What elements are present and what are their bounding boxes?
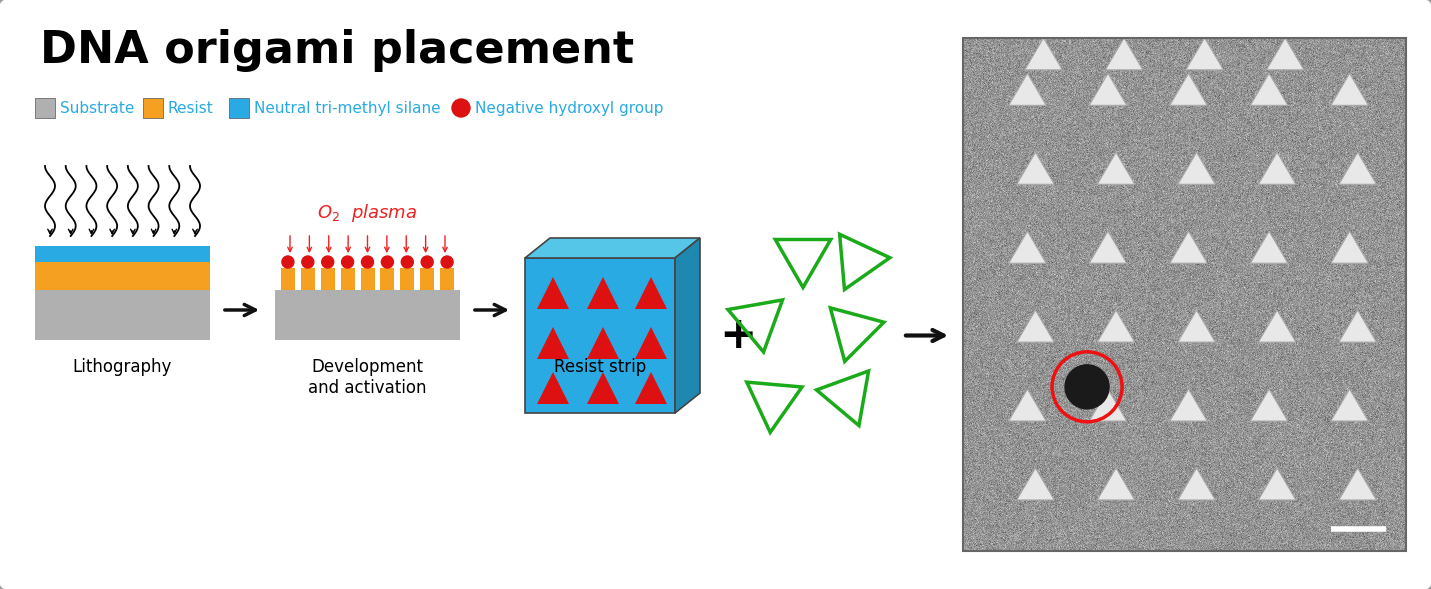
- Polygon shape: [1186, 38, 1224, 70]
- Polygon shape: [1025, 38, 1062, 70]
- FancyBboxPatch shape: [421, 268, 434, 290]
- Text: Development
and activation: Development and activation: [308, 358, 426, 397]
- Polygon shape: [1017, 468, 1055, 500]
- Circle shape: [452, 99, 469, 117]
- Polygon shape: [635, 372, 667, 404]
- Polygon shape: [1331, 389, 1368, 421]
- Circle shape: [401, 256, 414, 268]
- Circle shape: [362, 256, 373, 268]
- Circle shape: [302, 256, 313, 268]
- Polygon shape: [1339, 468, 1377, 500]
- FancyBboxPatch shape: [229, 98, 249, 118]
- Polygon shape: [1017, 310, 1055, 342]
- Polygon shape: [1089, 74, 1126, 105]
- FancyBboxPatch shape: [301, 268, 315, 290]
- Polygon shape: [537, 277, 570, 309]
- Text: Substrate: Substrate: [60, 101, 135, 115]
- Circle shape: [1065, 365, 1109, 409]
- Polygon shape: [1009, 231, 1046, 263]
- Text: Negative hydroxyl group: Negative hydroxyl group: [475, 101, 664, 115]
- Circle shape: [282, 256, 293, 268]
- Text: Resist strip: Resist strip: [554, 358, 647, 376]
- Polygon shape: [587, 372, 620, 404]
- FancyBboxPatch shape: [34, 98, 54, 118]
- Polygon shape: [1098, 310, 1135, 342]
- Circle shape: [441, 256, 454, 268]
- Polygon shape: [635, 277, 667, 309]
- FancyBboxPatch shape: [34, 290, 210, 340]
- FancyBboxPatch shape: [341, 268, 355, 290]
- FancyBboxPatch shape: [34, 246, 210, 262]
- Polygon shape: [1258, 153, 1296, 184]
- Polygon shape: [1098, 468, 1135, 500]
- FancyBboxPatch shape: [34, 262, 210, 290]
- FancyBboxPatch shape: [381, 268, 395, 290]
- FancyBboxPatch shape: [361, 268, 375, 290]
- Polygon shape: [1009, 74, 1046, 105]
- FancyBboxPatch shape: [275, 290, 459, 340]
- Polygon shape: [675, 238, 700, 413]
- Text: $O_2$  plasma: $O_2$ plasma: [318, 202, 418, 224]
- Polygon shape: [537, 327, 570, 359]
- Polygon shape: [1169, 389, 1208, 421]
- Polygon shape: [1098, 153, 1135, 184]
- Circle shape: [382, 256, 394, 268]
- Polygon shape: [525, 258, 675, 413]
- Polygon shape: [1178, 310, 1215, 342]
- Polygon shape: [1009, 389, 1046, 421]
- Polygon shape: [587, 277, 620, 309]
- Polygon shape: [1105, 38, 1143, 70]
- Polygon shape: [1331, 74, 1368, 105]
- FancyBboxPatch shape: [280, 268, 295, 290]
- Polygon shape: [537, 372, 570, 404]
- Polygon shape: [1266, 38, 1304, 70]
- Polygon shape: [1339, 310, 1377, 342]
- Polygon shape: [1251, 74, 1288, 105]
- Circle shape: [342, 256, 353, 268]
- Polygon shape: [635, 327, 667, 359]
- FancyBboxPatch shape: [143, 98, 163, 118]
- FancyBboxPatch shape: [321, 268, 335, 290]
- Polygon shape: [1089, 389, 1126, 421]
- Text: Lithography: Lithography: [73, 358, 172, 376]
- Polygon shape: [1339, 153, 1377, 184]
- Polygon shape: [1169, 74, 1208, 105]
- Polygon shape: [1169, 231, 1208, 263]
- Polygon shape: [1089, 231, 1126, 263]
- FancyBboxPatch shape: [401, 268, 415, 290]
- Polygon shape: [1258, 310, 1296, 342]
- Polygon shape: [1251, 389, 1288, 421]
- Polygon shape: [1251, 231, 1288, 263]
- Circle shape: [322, 256, 333, 268]
- Polygon shape: [1017, 153, 1055, 184]
- Polygon shape: [1178, 153, 1215, 184]
- FancyBboxPatch shape: [441, 268, 454, 290]
- Text: Neutral tri-methyl silane: Neutral tri-methyl silane: [253, 101, 441, 115]
- Text: DNA origami placement: DNA origami placement: [40, 29, 634, 72]
- Text: +: +: [720, 314, 757, 357]
- Text: Resist: Resist: [167, 101, 213, 115]
- Polygon shape: [1178, 468, 1215, 500]
- Polygon shape: [587, 327, 620, 359]
- Polygon shape: [525, 238, 700, 258]
- Polygon shape: [1331, 231, 1368, 263]
- Polygon shape: [1258, 468, 1296, 500]
- Circle shape: [421, 256, 434, 268]
